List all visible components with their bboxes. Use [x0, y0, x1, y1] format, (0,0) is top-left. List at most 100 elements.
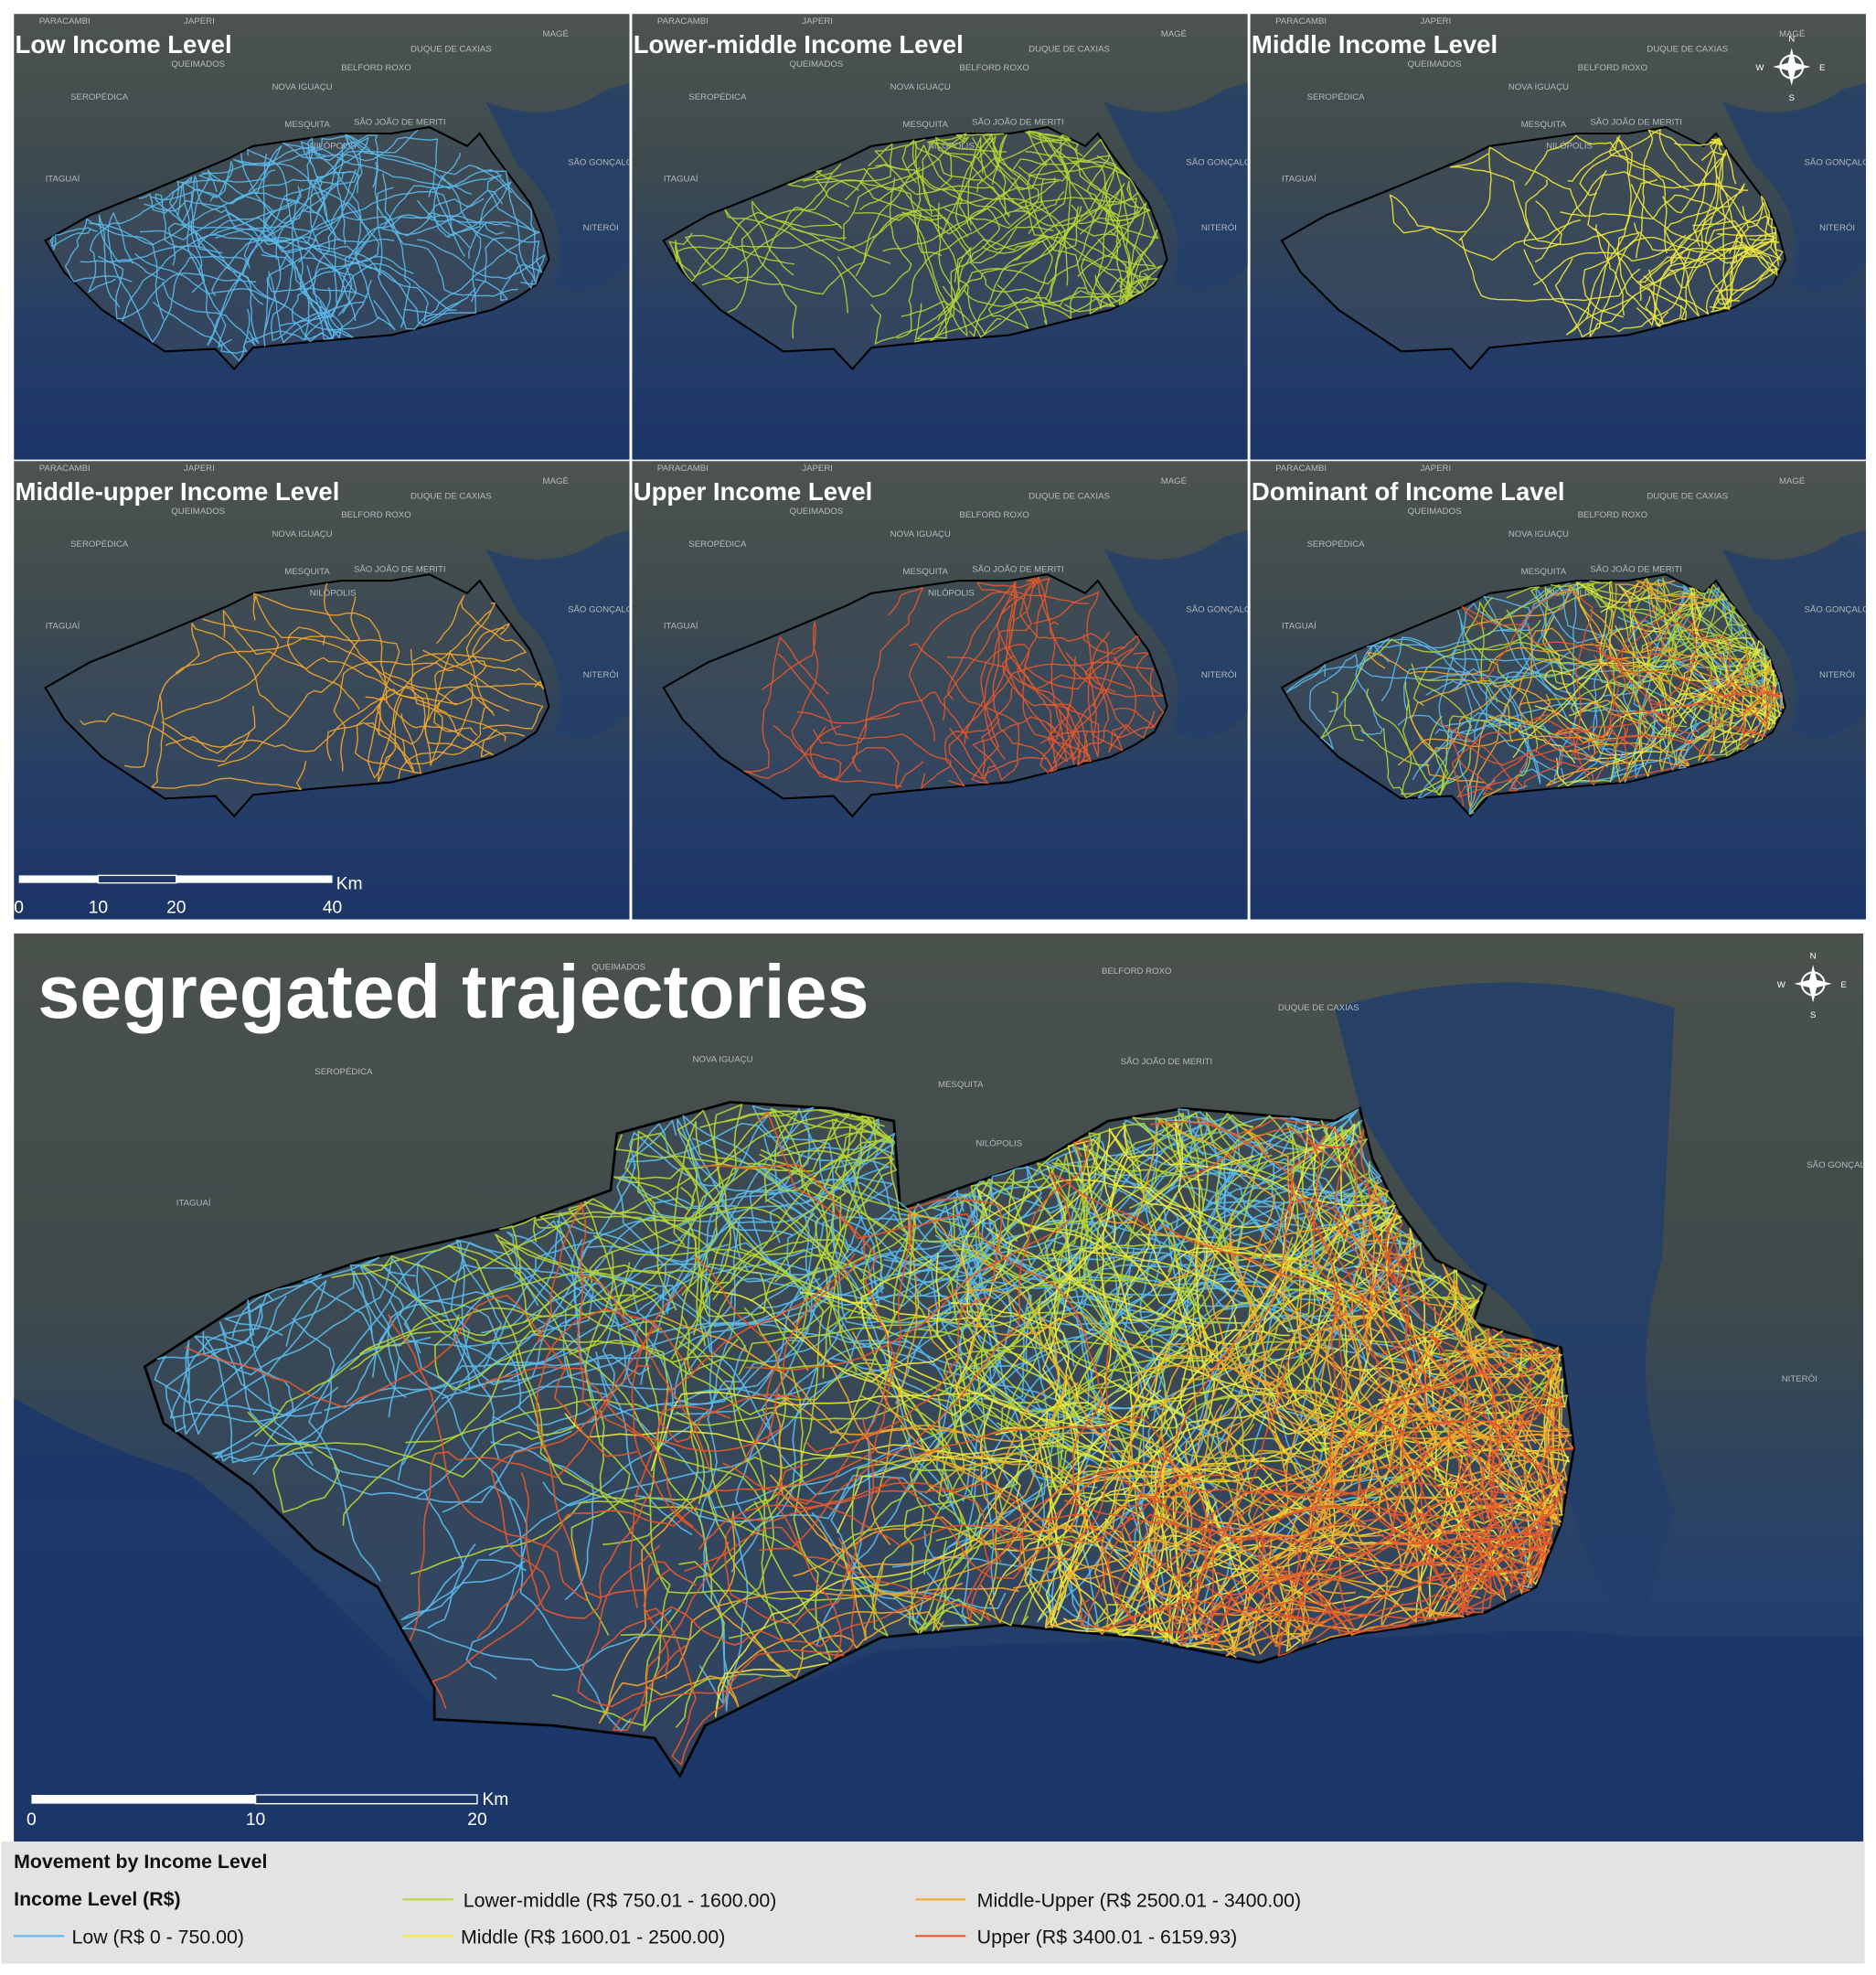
trajectory — [1082, 1142, 1378, 1339]
compass-s: S — [1810, 1010, 1816, 1020]
trajectory — [1480, 596, 1513, 742]
place-label: SÃO GONÇALO — [568, 157, 634, 167]
trajectory — [989, 1337, 1449, 1606]
trajectory — [1377, 1334, 1524, 1564]
trajectory — [1397, 714, 1628, 763]
trajectory — [1605, 683, 1652, 777]
trajectory — [98, 214, 165, 308]
trajectory — [253, 592, 388, 703]
trajectory — [1103, 1543, 1546, 1649]
trajectory — [247, 148, 343, 339]
trajectory — [483, 1366, 694, 1528]
trajectory — [1067, 1138, 1291, 1468]
trajectory — [1469, 751, 1532, 814]
place-label: NILÓPOLIS — [928, 589, 975, 599]
place-label: ITAGUAÍ — [1282, 621, 1316, 631]
place-label: ITAGUAÍ — [46, 174, 80, 184]
trajectory — [1451, 710, 1561, 807]
compass-n: N — [1788, 34, 1795, 44]
compass-w: W — [1777, 980, 1786, 990]
trajectory — [954, 1289, 1452, 1421]
trajectory — [1367, 644, 1636, 676]
trajectory — [700, 1117, 878, 1372]
trajectory — [1616, 231, 1687, 325]
place-label: ITAGUAÍ — [46, 621, 80, 631]
trajectory — [207, 169, 273, 275]
trajectory — [1265, 1454, 1337, 1648]
trajectory — [1317, 1534, 1535, 1636]
place-label: JAPERI — [184, 16, 215, 27]
trajectory — [1589, 137, 1636, 337]
scale-tick-label: 10 — [89, 899, 108, 918]
trajectory — [1382, 1210, 1486, 1525]
place-label: MAGÉ — [1161, 29, 1187, 39]
trajectory — [598, 1490, 933, 1724]
trajectory — [1393, 1441, 1570, 1552]
legend-label: Middle-Upper (R$ 2500.01 - 3400.00) — [977, 1890, 1301, 1912]
trajectory — [124, 623, 292, 768]
trajectory — [1125, 1256, 1336, 1573]
panel-title: Low Income Level — [16, 30, 232, 59]
trajectory — [948, 1233, 1132, 1557]
trajectory — [751, 1587, 943, 1648]
trajectory — [1640, 628, 1770, 730]
trajectory — [1593, 655, 1682, 783]
trajectory — [1137, 1552, 1371, 1649]
trajectory — [1474, 657, 1610, 740]
trajectory — [1715, 268, 1779, 305]
place-label: SÃO JOÃO DE MERITI — [972, 117, 1064, 127]
trajectory — [161, 695, 385, 753]
trajectory — [1608, 583, 1675, 728]
trajectory — [1043, 1342, 1111, 1575]
trajectory — [412, 1273, 623, 1366]
trajectory — [629, 1131, 794, 1236]
trajectory — [190, 191, 250, 362]
scale-bar: 0 10 20 40 Km — [14, 875, 362, 918]
trajectory — [1450, 603, 1533, 721]
trajectory — [426, 212, 533, 289]
trajectory — [773, 1115, 910, 1318]
trajectory — [1365, 1338, 1560, 1447]
trajectory — [761, 1198, 912, 1496]
trajectory — [464, 1232, 977, 1390]
trajectory — [657, 1314, 1028, 1581]
trajectory — [777, 653, 965, 787]
place-label: NILÓPOLIS — [310, 589, 357, 599]
place-label: JAPERI — [802, 16, 833, 27]
trajectory — [843, 133, 1007, 241]
trajectory — [192, 172, 260, 345]
trajectory — [1119, 229, 1163, 303]
place-label: PARACAMBI — [1275, 16, 1327, 27]
trajectory — [428, 167, 536, 283]
trajectory — [844, 139, 917, 201]
place-label: NITERÓI — [1201, 670, 1237, 680]
trajectory — [896, 190, 1065, 339]
trajectory — [1311, 1185, 1465, 1438]
trajectory — [645, 1582, 964, 1708]
trajectory — [1506, 1392, 1561, 1527]
trajectory — [1314, 1534, 1551, 1637]
trajectory — [1650, 657, 1751, 708]
trajectory — [1005, 1464, 1367, 1577]
place-label: DUQUE DE CAXIAS — [1647, 44, 1728, 54]
trajectory — [1123, 1122, 1371, 1447]
place-label: NITERÓI — [1819, 670, 1855, 680]
trajectory — [222, 610, 460, 737]
trajectory — [422, 649, 544, 730]
place-label: MAGÉ — [1779, 29, 1805, 39]
sea — [14, 1398, 1864, 1842]
place-label: SEROPÉDICA — [1307, 92, 1366, 102]
trajectory — [416, 181, 512, 237]
place-label: QUEIMADOS — [171, 507, 225, 517]
place-label: DUQUE DE CAXIAS — [410, 492, 492, 502]
trajectory — [409, 1364, 651, 1641]
trajectory — [536, 1202, 783, 1452]
legend-header: Income Level (R$) — [14, 1888, 181, 1910]
trajectory — [1066, 1373, 1193, 1643]
trajectory — [1490, 1328, 1549, 1554]
trajectory — [882, 174, 1021, 252]
trajectory — [1560, 194, 1748, 267]
trajectory — [957, 246, 1002, 336]
